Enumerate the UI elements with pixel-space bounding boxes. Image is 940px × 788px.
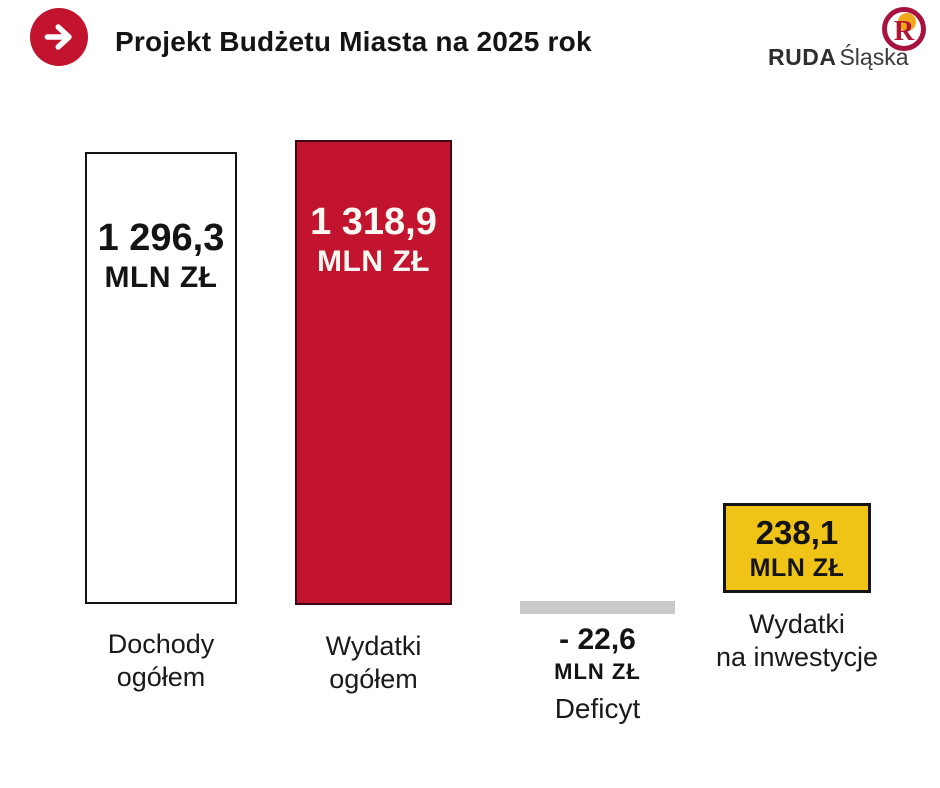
logo-name-bold: RUDA (768, 44, 837, 70)
logo-name-light: Śląska (839, 44, 909, 70)
bar-income: 1 296,3 MLN ZŁ (85, 152, 237, 604)
bar-invest: 238,1 MLN ZŁ (723, 503, 871, 593)
svg-text:R: R (894, 16, 915, 47)
bar-expense-label-line1: Wydatki (325, 631, 422, 661)
bar-expense-label: Wydatki ogółem (295, 630, 452, 696)
bar-invest-label-line1: Wydatki (749, 609, 845, 639)
bar-invest-unit: MLN ZŁ (749, 554, 845, 582)
ruda-slaska-logo-text: RUDA Śląska (768, 44, 918, 71)
bar-expense-unit: MLN ZŁ (317, 245, 430, 278)
bar-invest-label: Wydatki na inwestycje (697, 608, 897, 674)
bar-deficit-name: Deficyt (554, 693, 641, 724)
bar-income-label-line2: ogółem (116, 662, 206, 692)
bar-invest-label-line2: na inwestycje (715, 642, 879, 672)
bar-deficit-label: - 22,6 MLN ZŁ Deficyt (520, 622, 675, 726)
right-arrow-icon (44, 24, 72, 50)
page-title: Projekt Budżetu Miasta na 2025 rok (115, 26, 592, 57)
bar-invest-value: 238,1 (755, 514, 839, 551)
bar-income-label-line1: Dochody (107, 629, 215, 659)
arrow-circle-icon (30, 8, 88, 66)
ruda-slaska-logo-icon: R (882, 7, 926, 51)
bar-deficit-unit: MLN ZŁ (554, 659, 641, 684)
bar-expense-label-line2: ogółem (329, 664, 418, 694)
bar-expense-value: 1 318,9 (310, 201, 437, 243)
bar-expense: 1 318,9 MLN ZŁ (295, 140, 452, 605)
bar-deficit-value: - 22,6 (559, 623, 636, 656)
bar-deficit (520, 601, 675, 614)
bar-income-value: 1 296,3 (97, 217, 225, 259)
bar-income-label: Dochody ogółem (85, 628, 237, 694)
bar-income-unit: MLN ZŁ (104, 261, 218, 294)
